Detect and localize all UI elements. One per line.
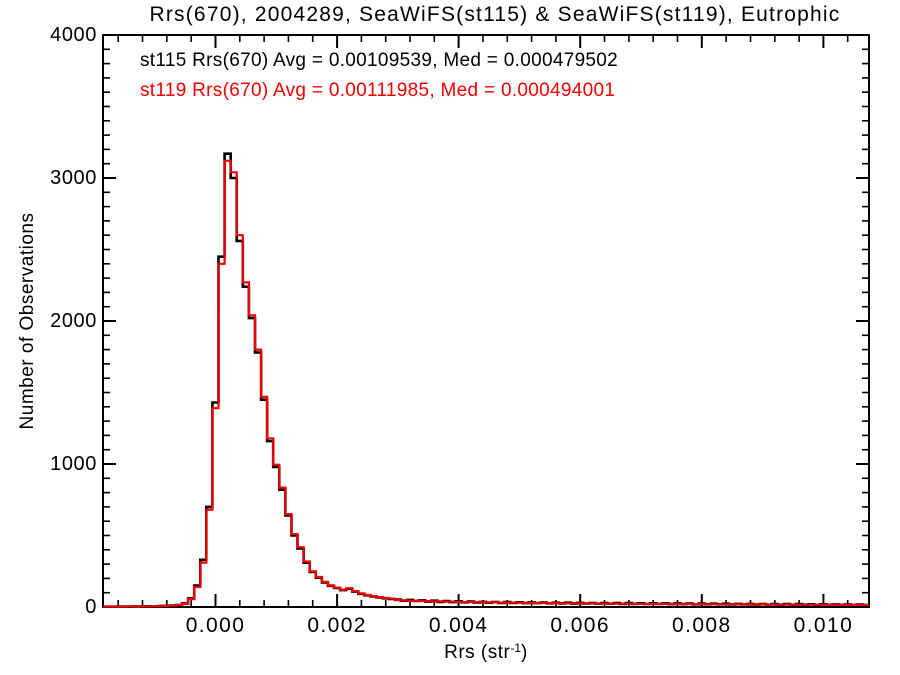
y-tick-label-2000: 2000 <box>50 310 97 332</box>
legend: st115 Rrs(670) Avg = 0.00109539, Med = 0… <box>140 46 618 106</box>
x-tick-label-0.002: 0.002 <box>307 614 367 637</box>
x-tick-label-0.004: 0.004 <box>428 614 489 637</box>
y-tick-label-4000: 4000 <box>50 24 97 46</box>
x-axis-label-close: ) <box>521 642 528 663</box>
histogram-line-st119 <box>103 159 869 608</box>
x-axis-label-superscript: -1 <box>510 641 522 655</box>
legend-entry-st119: st119 Rrs(670) Avg = 0.00111985, Med = 0… <box>140 80 616 101</box>
x-axis-label: Rrs (str-1) <box>103 641 869 664</box>
x-axis-label-text: Rrs (str <box>444 642 511 663</box>
legend-entry-st115: st115 Rrs(670) Avg = 0.00109539, Med = 0… <box>140 50 619 71</box>
x-tick-label-0.010: 0.010 <box>793 614 854 637</box>
x-tick-label-0.008: 0.008 <box>672 614 732 637</box>
y-tick-label-3000: 3000 <box>50 167 97 189</box>
chart-title: Rrs(670), 2004289, SeaWiFS(st115) & SeaW… <box>149 3 841 26</box>
y-tick-label-0: 0 <box>85 596 97 618</box>
x-tick-label-0.006: 0.006 <box>550 614 610 637</box>
x-tick-label-0.000: 0.000 <box>185 614 246 637</box>
y-tick-label-1000: 1000 <box>50 453 97 475</box>
